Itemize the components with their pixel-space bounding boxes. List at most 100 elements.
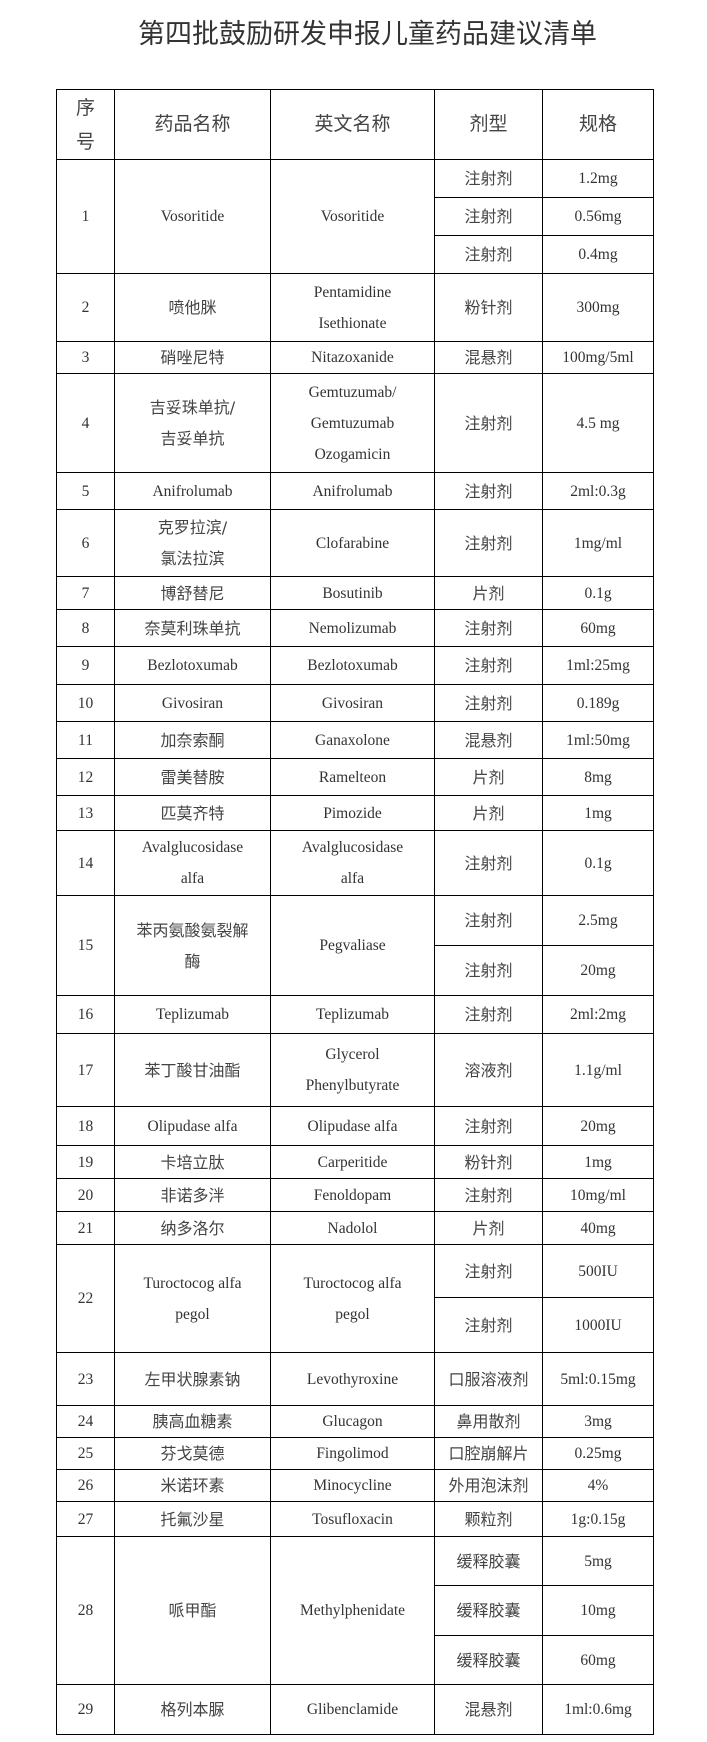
- cell-dosage-form: 片剂: [434, 795, 543, 831]
- cell-drug-name: Turoctocog alfa pegol: [114, 1244, 271, 1353]
- cell-specification: 4%: [542, 1469, 654, 1502]
- cell-drug-name: Teplizumab: [114, 995, 271, 1034]
- cell-specification: 1000IU: [542, 1297, 654, 1353]
- cell-specification: 1ml:25mg: [542, 646, 654, 685]
- cell-english-name: Pimozide: [270, 795, 435, 831]
- cell-drug-name: 苯丙氨酸氨裂解 酶: [114, 895, 271, 996]
- table-row: 13 匹莫齐特 Pimozide 片剂 1mg: [56, 795, 654, 831]
- cell-english-name: Methylphenidate: [270, 1536, 435, 1685]
- cell-number: 17: [56, 1033, 115, 1107]
- cell-specification: 1mg: [542, 795, 654, 831]
- cell-number: 1: [56, 159, 115, 274]
- cell-english-name: Clofarabine: [270, 509, 435, 577]
- cell-english-name: Bosutinib: [270, 576, 435, 610]
- page-title: 第四批鼓励研发申报儿童药品建议清单: [138, 19, 597, 50]
- cell-english-name: Ramelteon: [270, 758, 435, 796]
- header-drug-name: 药品名称: [114, 89, 271, 160]
- cell-english-name: Nitazoxanide: [270, 341, 435, 374]
- cell-number: 8: [56, 609, 115, 647]
- table-row: 8 奈莫利珠单抗 Nemolizumab 注射剂 60mg: [56, 609, 654, 647]
- cell-specification: 2.5mg: [542, 895, 654, 946]
- cell-specification: 300mg: [542, 273, 654, 342]
- cell-specification: 20mg: [542, 1106, 654, 1146]
- cell-drug-name: Bezlotoxumab: [114, 646, 271, 685]
- table-row: 15 苯丙氨酸氨裂解 酶 Pegvaliase 注射剂 2.5mg: [56, 895, 654, 996]
- cell-specification: 60mg: [542, 1635, 654, 1685]
- table-row: 缓释胶囊 10mg: [57, 1585, 654, 1636]
- cell-dosage-form: 注射剂: [434, 684, 543, 722]
- cell-drug-name: 左甲状腺素钠: [114, 1352, 271, 1406]
- header-dosage-form: 剂型: [434, 89, 543, 160]
- table-row: 17 苯丁酸甘油酯 Glycerol Phenylbutyrate 溶液剂 1.1g/m…: [56, 1033, 654, 1107]
- cell-drug-name: 米诺环素: [114, 1469, 271, 1502]
- table-row: 22 Turoctocog alfa pegol Turoctocog alfa p…: [56, 1244, 654, 1353]
- cell-drug-name: 博舒替尼: [114, 576, 271, 610]
- table-row: 29 格列本脲 Glibenclamide 混悬剂 1ml:0.6mg: [56, 1684, 654, 1735]
- cell-number: 27: [56, 1501, 115, 1537]
- cell-dosage-form: 注射剂: [434, 945, 543, 996]
- cell-drug-name: 托氟沙星: [114, 1501, 271, 1537]
- table-row: 2 喷他脒 Pentamidine Isethionate 粉针剂 300mg: [56, 273, 654, 342]
- cell-dosage-form: 注射剂: [434, 159, 543, 198]
- cell-number: 3: [56, 341, 115, 374]
- cell-english-name: Glucagon: [270, 1405, 435, 1438]
- cell-dosage-form: 混悬剂: [434, 1684, 543, 1735]
- cell-drug-name: 克罗拉滨/ 氯法拉滨: [114, 509, 271, 577]
- cell-dosage-form: 粉针剂: [434, 1145, 543, 1179]
- table-row: 注射剂 0.4mg: [57, 235, 654, 274]
- cell-dosage-form: 注射剂: [434, 472, 543, 510]
- cell-number: 16: [56, 995, 115, 1034]
- cell-number: 13: [56, 795, 115, 831]
- cell-english-name: Levothyroxine: [270, 1352, 435, 1406]
- cell-dosage-form: 片剂: [434, 758, 543, 796]
- cell-drug-name: Anifrolumab: [114, 472, 271, 510]
- table-row: 27 托氟沙星 Tosufloxacin 颗粒剂 1g:0.15g: [56, 1501, 654, 1537]
- cell-english-name: Fingolimod: [270, 1437, 435, 1470]
- cell-dosage-form: 注射剂: [434, 995, 543, 1034]
- cell-english-name: Glycerol Phenylbutyrate: [270, 1033, 435, 1107]
- header-specification: 规格: [542, 89, 654, 160]
- cell-english-name: Gemtuzumab/ Gemtuzumab Ozogamicin: [270, 373, 435, 473]
- cell-dosage-form: 颗粒剂: [434, 1501, 543, 1537]
- cell-specification: 2ml:0.3g: [542, 472, 654, 510]
- cell-number: 29: [56, 1684, 115, 1735]
- cell-number: 14: [56, 830, 115, 896]
- cell-dosage-form: 注射剂: [434, 1297, 543, 1353]
- cell-specification: 1mg/ml: [542, 509, 654, 577]
- cell-number: 2: [56, 273, 115, 342]
- cell-drug-name: 硝唑尼特: [114, 341, 271, 374]
- table-row: 25 芬戈莫德 Fingolimod 口腔崩解片 0.25mg: [56, 1437, 654, 1470]
- header-english-name: 英文名称: [270, 89, 435, 160]
- cell-dosage-form: 注射剂: [434, 609, 543, 647]
- cell-english-name: Avalglucosidase alfa: [270, 830, 435, 896]
- cell-dosage-form: 粉针剂: [434, 273, 543, 342]
- cell-english-name: Olipudase alfa: [270, 1106, 435, 1146]
- cell-drug-name: 匹莫齐特: [114, 795, 271, 831]
- cell-specification: 1.1g/ml: [542, 1033, 654, 1107]
- table-row: 19 卡培立肽 Carperitide 粉针剂 1mg: [56, 1145, 654, 1179]
- cell-english-name: Bezlotoxumab: [270, 646, 435, 685]
- cell-specification: 60mg: [542, 609, 654, 647]
- cell-drug-name: 胰高血糖素: [114, 1405, 271, 1438]
- cell-drug-name: 格列本脲: [114, 1684, 271, 1735]
- cell-dosage-form: 缓释胶囊: [434, 1635, 543, 1685]
- cell-number: 12: [56, 758, 115, 796]
- cell-english-name: Nemolizumab: [270, 609, 435, 647]
- cell-specification: 1mg: [542, 1145, 654, 1179]
- cell-dosage-form: 注射剂: [434, 895, 543, 946]
- table-row: 6 克罗拉滨/ 氯法拉滨 Clofarabine 注射剂 1mg/ml: [56, 509, 654, 577]
- cell-specification: 8mg: [542, 758, 654, 796]
- cell-drug-name: 奈莫利珠单抗: [114, 609, 271, 647]
- cell-number: 19: [56, 1145, 115, 1179]
- cell-specification: 40mg: [542, 1211, 654, 1245]
- table-row: 7 博舒替尼 Bosutinib 片剂 0.1g: [56, 576, 654, 610]
- cell-number: 7: [56, 576, 115, 610]
- table-row: 12 雷美替胺 Ramelteon 片剂 8mg: [56, 758, 654, 796]
- cell-number: 22: [56, 1244, 115, 1353]
- cell-dosage-form: 外用泡沫剂: [434, 1469, 543, 1502]
- cell-specification: 100mg/5ml: [542, 341, 654, 374]
- table-row: 21 纳多洛尔 Nadolol 片剂 40mg: [56, 1211, 654, 1245]
- cell-dosage-form: 片剂: [434, 1211, 543, 1245]
- table-row: 注射剂 1000IU: [57, 1297, 654, 1353]
- cell-specification: 0.1g: [542, 576, 654, 610]
